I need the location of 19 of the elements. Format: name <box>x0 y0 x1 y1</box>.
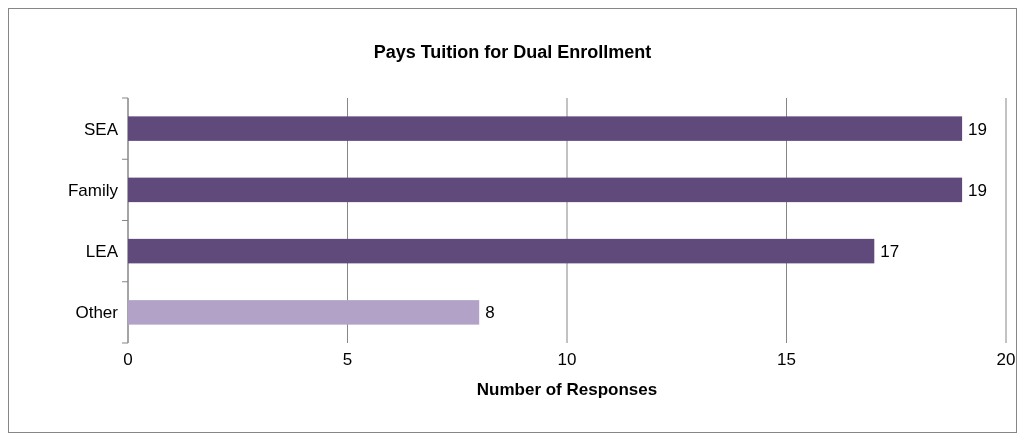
x-axis-title: Number of Responses <box>476 380 658 399</box>
x-tick-label: 0 <box>123 350 133 369</box>
data-label: 19 <box>968 180 988 200</box>
y-tick-label: SEA <box>83 119 119 139</box>
y-tick-label: Other <box>75 303 119 323</box>
x-tick-label: 20 <box>996 350 1016 369</box>
bar <box>128 238 875 264</box>
bar <box>128 177 963 203</box>
data-label: 17 <box>880 242 900 262</box>
bar <box>128 116 963 141</box>
data-label: 19 <box>968 119 988 139</box>
bar <box>128 300 480 325</box>
x-tick-label: 15 <box>777 350 796 369</box>
x-tick-label: 10 <box>557 350 577 369</box>
y-tick-label: LEA <box>85 242 119 262</box>
data-label: 8 <box>485 303 495 323</box>
x-tick-label: 5 <box>342 350 353 369</box>
chart-title: Pays Tuition for Dual Enrollment <box>373 42 652 62</box>
y-tick-label: Family <box>67 180 119 200</box>
